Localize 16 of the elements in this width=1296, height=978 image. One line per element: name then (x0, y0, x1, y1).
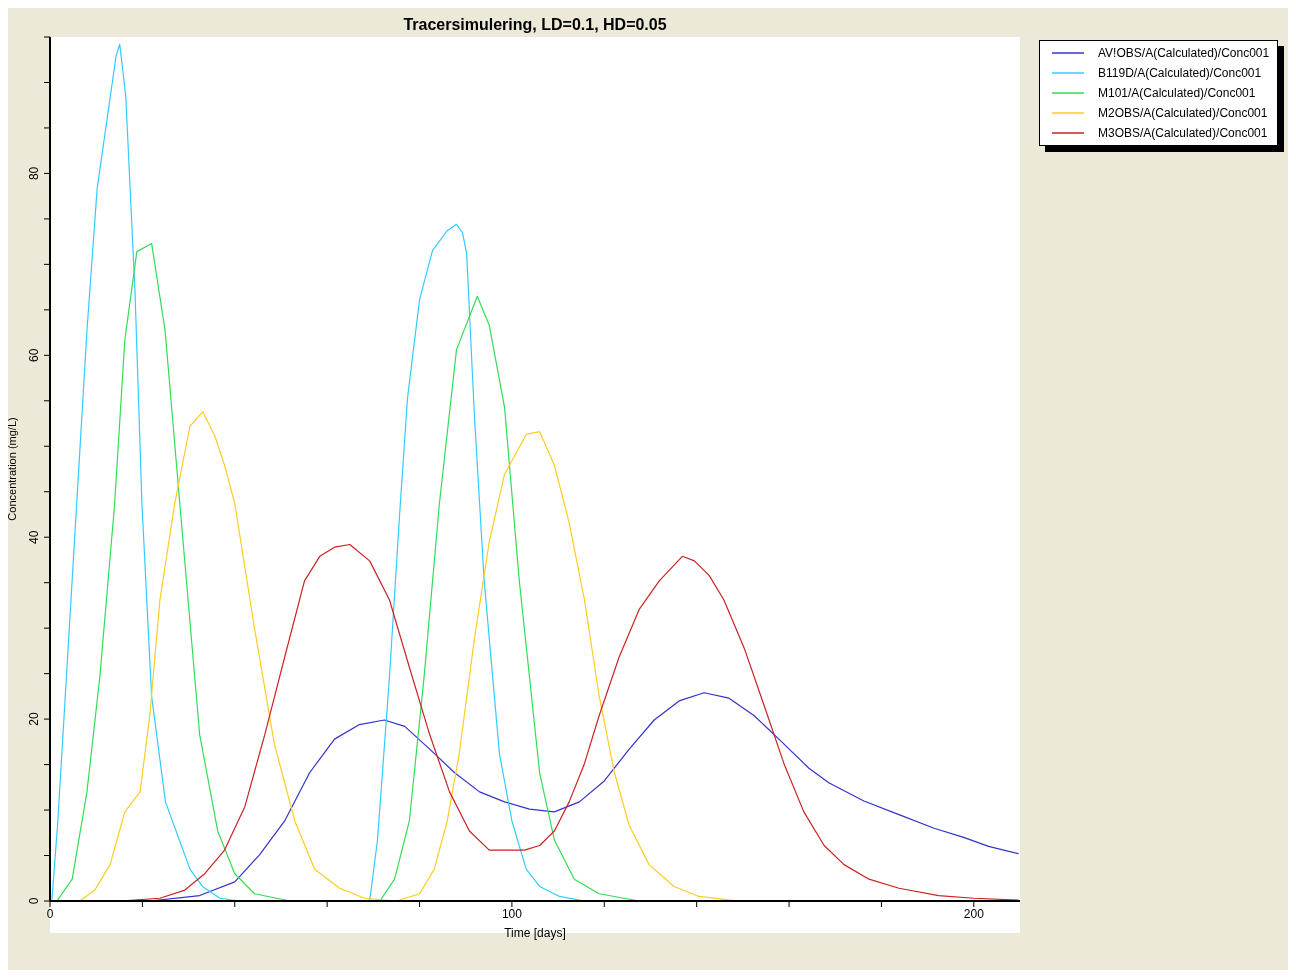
y-tick-label: 80 (27, 166, 41, 181)
x-tick-label: 0 (46, 906, 54, 921)
legend-label: M2OBS/A(Calculated)/Conc001 (1098, 106, 1268, 120)
x-axis-title: Time [days] (504, 926, 566, 940)
chart-title: Tracersimulering, LD=0.1, HD=0.05 (402, 16, 668, 34)
y-tick-label: 40 (27, 530, 41, 544)
x-tick-label: 100 (501, 906, 523, 921)
y-tick-label: 60 (27, 348, 41, 362)
legend-label: AV!OBS/A(Calculated)/Conc001 (1098, 46, 1270, 60)
y-tick-label: 0 (27, 897, 41, 905)
y-axis-title: Concentration (mg/L) (5, 417, 18, 521)
legend-label: M101/A(Calculated)/Conc001 (1098, 86, 1256, 100)
legend-label: M3OBS/A(Calculated)/Conc001 (1098, 126, 1268, 140)
x-tick-label: 200 (963, 906, 985, 921)
y-tick-label: 20 (27, 712, 41, 726)
legend-label: B119D/A(Calculated)/Conc001 (1098, 66, 1262, 80)
